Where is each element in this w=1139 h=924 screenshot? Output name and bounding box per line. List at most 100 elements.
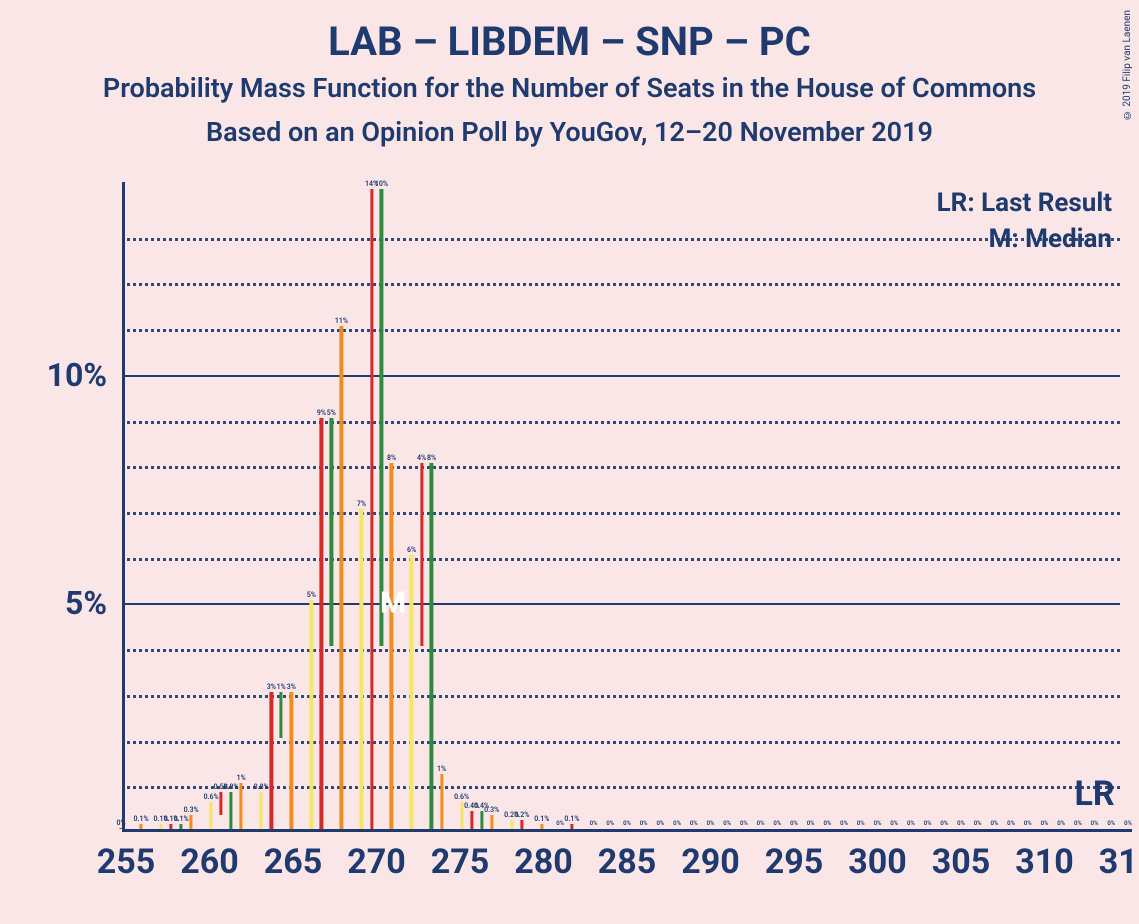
bar: 0%	[726, 828, 729, 829]
gridline	[122, 238, 1120, 241]
lr-marker: LR	[1075, 774, 1115, 814]
bar-group: 0%	[1126, 828, 1129, 829]
bar: 9%	[320, 418, 323, 829]
bar-value-label: 0%	[723, 821, 731, 828]
bar: 0%	[993, 828, 996, 829]
bar-value-label: 0.2%	[514, 812, 529, 820]
bar: 0.1%	[540, 824, 543, 829]
bar-value-label: 0.8%	[254, 784, 269, 792]
x-tick-label: 310	[1015, 842, 1074, 882]
bar: 0%	[893, 828, 896, 829]
bar-group: 0%	[642, 828, 645, 829]
x-tick-label: 285	[598, 842, 657, 882]
bar-value-label: 10%	[375, 181, 388, 189]
bar-value-label: 0%	[1091, 821, 1099, 828]
bar-value-label: 0%	[757, 821, 765, 828]
bar: 0.8%	[229, 792, 232, 829]
bar-group: 0%	[993, 828, 996, 829]
bar-value-label: 3%	[287, 684, 296, 692]
gridline	[122, 558, 1120, 561]
bar: 0%	[742, 828, 745, 829]
bar: 0%	[1093, 828, 1096, 829]
plot-area: LR: Last Result M: Median 5%10% 25526026…	[122, 182, 1132, 832]
bar: 0.5%	[220, 792, 223, 815]
bar: 1%	[440, 774, 443, 829]
bar-value-label: 5%	[327, 410, 336, 418]
bar: 6%	[410, 555, 413, 829]
bar-group: 0%	[675, 828, 678, 829]
bar-value-label: 0%	[957, 821, 965, 828]
bar-value-label: 0%	[1007, 821, 1015, 828]
bar-group: 1%	[236, 783, 249, 829]
bar-value-label: 0%	[1057, 821, 1065, 828]
bar-group: 0%	[776, 828, 779, 829]
bar-value-label: 0.3%	[184, 807, 199, 815]
bar-group: 4%8%	[420, 463, 433, 829]
bar-group: 9%5%	[320, 418, 333, 829]
bar-value-label: 11%	[335, 318, 348, 326]
bar-group: 0%	[1093, 828, 1096, 829]
bar-value-label: 0%	[790, 821, 798, 828]
bar: 0%	[809, 828, 812, 829]
x-tick-label: 295	[765, 842, 824, 882]
bar: 0.6%	[460, 802, 463, 829]
bar-group: 0%	[592, 828, 595, 829]
bar: 0%	[959, 828, 962, 829]
bar: 0%	[776, 828, 779, 829]
bar: 0.1%	[179, 824, 182, 829]
bar-value-label: 0%	[823, 821, 831, 828]
bar: 8%	[390, 463, 393, 829]
bar: 0%	[592, 828, 595, 829]
bar: 0%	[826, 828, 829, 829]
bar-group: 0%	[659, 828, 662, 829]
gridline	[122, 603, 1120, 605]
gridline	[122, 283, 1120, 286]
bar-group: 0%	[1043, 828, 1046, 829]
bar-value-label: 0.1%	[534, 816, 549, 824]
bar-value-label: 0%	[990, 821, 998, 828]
bar-group: 0.1%	[537, 824, 550, 829]
bar-value-label: 0%	[1124, 821, 1132, 828]
bar-value-label: 0%	[907, 821, 915, 828]
bar: 0.1%	[139, 824, 142, 829]
bar: 5%	[310, 600, 313, 829]
x-tick-label: 290	[681, 842, 740, 882]
bar: 7%	[360, 509, 363, 829]
bar-value-label: 5%	[307, 592, 316, 600]
bar: 0%	[1043, 828, 1046, 829]
bar-group: 5%	[303, 600, 316, 829]
bar-group: 0.2%	[520, 820, 533, 829]
bar: 0%	[1009, 828, 1012, 829]
x-tick-label: 305	[932, 842, 991, 882]
bar: 0%	[1126, 828, 1129, 829]
bar: 0%	[709, 828, 712, 829]
bar: 10%	[380, 189, 383, 646]
bar: 0.2%	[510, 820, 513, 829]
x-tick-label: 270	[347, 842, 406, 882]
bar-value-label: 0%	[890, 821, 898, 828]
bar: 0.4%	[480, 811, 483, 829]
bar-value-label: 0%	[623, 821, 631, 828]
bar: 0%	[876, 828, 879, 829]
bar: 0%	[976, 828, 979, 829]
x-tick-label: 275	[431, 842, 490, 882]
bar: 0%	[659, 828, 662, 829]
bar-value-label: 1%	[277, 684, 286, 692]
bar-group: 0%	[625, 828, 628, 829]
bar-group: 0%	[792, 828, 795, 829]
bar-value-label: 0%	[840, 821, 848, 828]
bar-group: 0%	[1060, 828, 1063, 829]
bar-group: 0.1%0.1%	[170, 824, 183, 829]
bar-value-label: 0%	[590, 821, 598, 828]
bar-value-label: 0.1%	[564, 816, 579, 824]
bar: 0.1%	[570, 824, 573, 829]
chart-subtitle-2: Based on an Opinion Poll by YouGov, 12–2…	[0, 116, 1139, 148]
bar-group: 0.4%0.4%	[470, 811, 483, 829]
bar-value-label: 0%	[1024, 821, 1032, 828]
bar: 0%	[1110, 828, 1113, 829]
bar-group: 0%	[876, 828, 879, 829]
x-tick-label: 300	[848, 842, 907, 882]
bar-group: 6%	[403, 555, 416, 829]
bar: 0%	[1026, 828, 1029, 829]
bar-group: 0.5% 0.8%	[220, 792, 233, 829]
